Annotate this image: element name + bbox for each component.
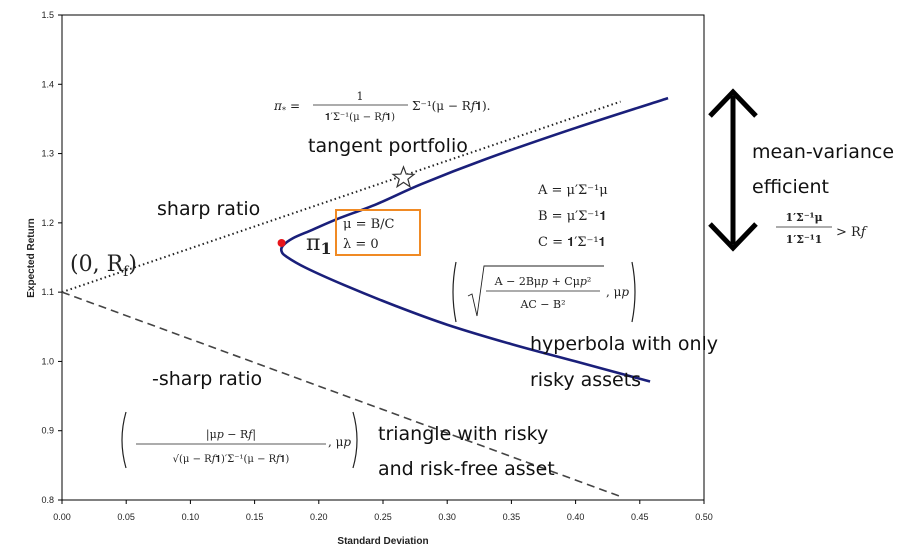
y-tick-label: 0.9 — [41, 426, 54, 436]
hyperbola-coordinate-formula: A − 2Bμ𝑝 + Cμ𝑝² AC − B² , μ𝑝 — [452, 261, 636, 323]
y-tick-label: 1.5 — [41, 10, 54, 20]
y-tick-label: 1.4 — [41, 79, 54, 89]
negative-sharpe-line-dashed — [61, 291, 621, 498]
min-variance-conditions-box: μ = B/C λ = 0 — [335, 209, 421, 256]
svg-text:𝟏′Σ⁻¹μ: 𝟏′Σ⁻¹μ — [785, 211, 822, 224]
tangent-portfolio-label: tangent portfolio — [308, 135, 468, 157]
svg-text:A = μ′Σ⁻¹μ: A = μ′Σ⁻¹μ — [537, 183, 608, 198]
sharp-ratio-label: sharp ratio — [157, 198, 260, 220]
x-tick-label: 0.00 — [53, 512, 71, 522]
svg-text:(0, Rf): (0, Rf) — [70, 252, 137, 280]
triangle-label-line1: triangle with risky — [378, 423, 548, 445]
x-tick-label: 0.25 — [374, 512, 392, 522]
svg-text:B = μ′Σ⁻¹𝟏: B = μ′Σ⁻¹𝟏 — [538, 209, 607, 224]
svg-text:√(μ − R𝑓𝟏)′Σ⁻¹(μ − R𝑓𝟏): √(μ − R𝑓𝟏)′Σ⁻¹(μ − R𝑓𝟏) — [173, 454, 290, 465]
triangle-label-line2: and risk-free asset — [378, 458, 555, 480]
sharpe-condition-formula: 𝟏′Σ⁻¹μ 𝟏′Σ⁻¹𝟏 > R𝑓 — [776, 211, 868, 246]
x-axis-ticks: 0.00 0.05 0.10 0.15 0.20 0.25 0.30 0.35 0.40 0.45… — [53, 500, 713, 522]
abc-definitions: A = μ′Σ⁻¹μ B = μ′Σ⁻¹𝟏 C = 𝟏′Σ⁻¹𝟏 — [537, 183, 608, 250]
x-tick-label: 0.45 — [631, 512, 649, 522]
x-tick-label: 0.35 — [503, 512, 521, 522]
y-tick-label: 1.2 — [41, 218, 54, 228]
svg-text:𝟏′Σ⁻¹(μ − R𝑓𝟏): 𝟏′Σ⁻¹(μ − R𝑓𝟏) — [325, 112, 395, 123]
svg-text:λ = 0: λ = 0 — [343, 237, 379, 252]
svg-text:, μ𝑝: , μ𝑝 — [328, 435, 351, 449]
plot-area — [61, 14, 705, 501]
y-tick-label: 1.0 — [41, 356, 54, 366]
svg-text:C = 𝟏′Σ⁻¹𝟏: C = 𝟏′Σ⁻¹𝟏 — [538, 235, 606, 250]
x-tick-label: 0.40 — [567, 512, 585, 522]
mean-variance-label-line1: mean-variance — [752, 141, 894, 163]
origin-label: (0, Rf) — [70, 252, 137, 280]
x-tick-label: 0.10 — [182, 512, 200, 522]
x-tick-label: 0.50 — [695, 512, 713, 522]
y-tick-label: 0.8 — [41, 495, 54, 505]
capital-market-line-dotted — [61, 100, 621, 294]
efficient-frontier-hyperbola — [279, 96, 669, 383]
negative-sharp-ratio-label: -sharp ratio — [152, 368, 262, 390]
svg-text:=: = — [290, 99, 300, 113]
x-tick-label: 0.20 — [310, 512, 328, 522]
pi-one-label: π1 — [306, 231, 332, 258]
tangent-portfolio-star-marker — [391, 165, 416, 189]
svg-text:π1: π1 — [306, 231, 332, 258]
svg-text:A − 2Bμ𝑝 + Cμ𝑝²: A − 2Bμ𝑝 + Cμ𝑝² — [494, 275, 592, 288]
tangent-portfolio-formula: π * = 1 𝟏′Σ⁻¹(μ − R𝑓𝟏) Σ⁻¹(μ − R𝑓𝟏). — [273, 90, 490, 123]
y-tick-label: 1.1 — [41, 287, 54, 297]
x-tick-label: 0.05 — [117, 512, 135, 522]
x-axis-title: Standard Deviation — [337, 536, 428, 547]
hyperbola-label-line1: hyperbola with only — [530, 333, 718, 355]
hyperbola-label-line2: risky assets — [530, 369, 641, 391]
y-tick-label: 1.3 — [41, 149, 54, 159]
svg-text:π: π — [273, 99, 283, 113]
svg-text:|μ𝑝 − R𝑓|: |μ𝑝 − R𝑓| — [206, 428, 256, 442]
svg-text:> R𝑓: > R𝑓 — [836, 225, 868, 240]
min-variance-portfolio-dot — [277, 238, 286, 247]
svg-text:Σ⁻¹(μ − R𝑓𝟏).: Σ⁻¹(μ − R𝑓𝟏). — [412, 99, 490, 113]
svg-text:AC − B²: AC − B² — [519, 298, 565, 311]
y-axis-ticks: 0.8 0.9 1.0 1.1 1.2 1.3 1.4 1.5 — [41, 10, 62, 505]
svg-text:𝟏′Σ⁻¹𝟏: 𝟏′Σ⁻¹𝟏 — [786, 233, 823, 246]
svg-text:1: 1 — [357, 90, 364, 103]
x-tick-label: 0.15 — [246, 512, 264, 522]
svg-text:μ = B/C: μ = B/C — [343, 217, 395, 232]
triangle-coordinate-formula: |μ𝑝 − R𝑓| √(μ − R𝑓𝟏)′Σ⁻¹(μ − R𝑓𝟏) , μ𝑝 — [121, 411, 358, 469]
svg-text:*: * — [282, 106, 286, 115]
mean-variance-label-line2: efficient — [752, 176, 829, 198]
efficient-range-double-arrow-icon — [708, 88, 758, 252]
svg-text:, μ𝑝: , μ𝑝 — [606, 285, 629, 299]
y-axis-title: Expected Return — [26, 218, 37, 297]
x-tick-label: 0.30 — [438, 512, 456, 522]
